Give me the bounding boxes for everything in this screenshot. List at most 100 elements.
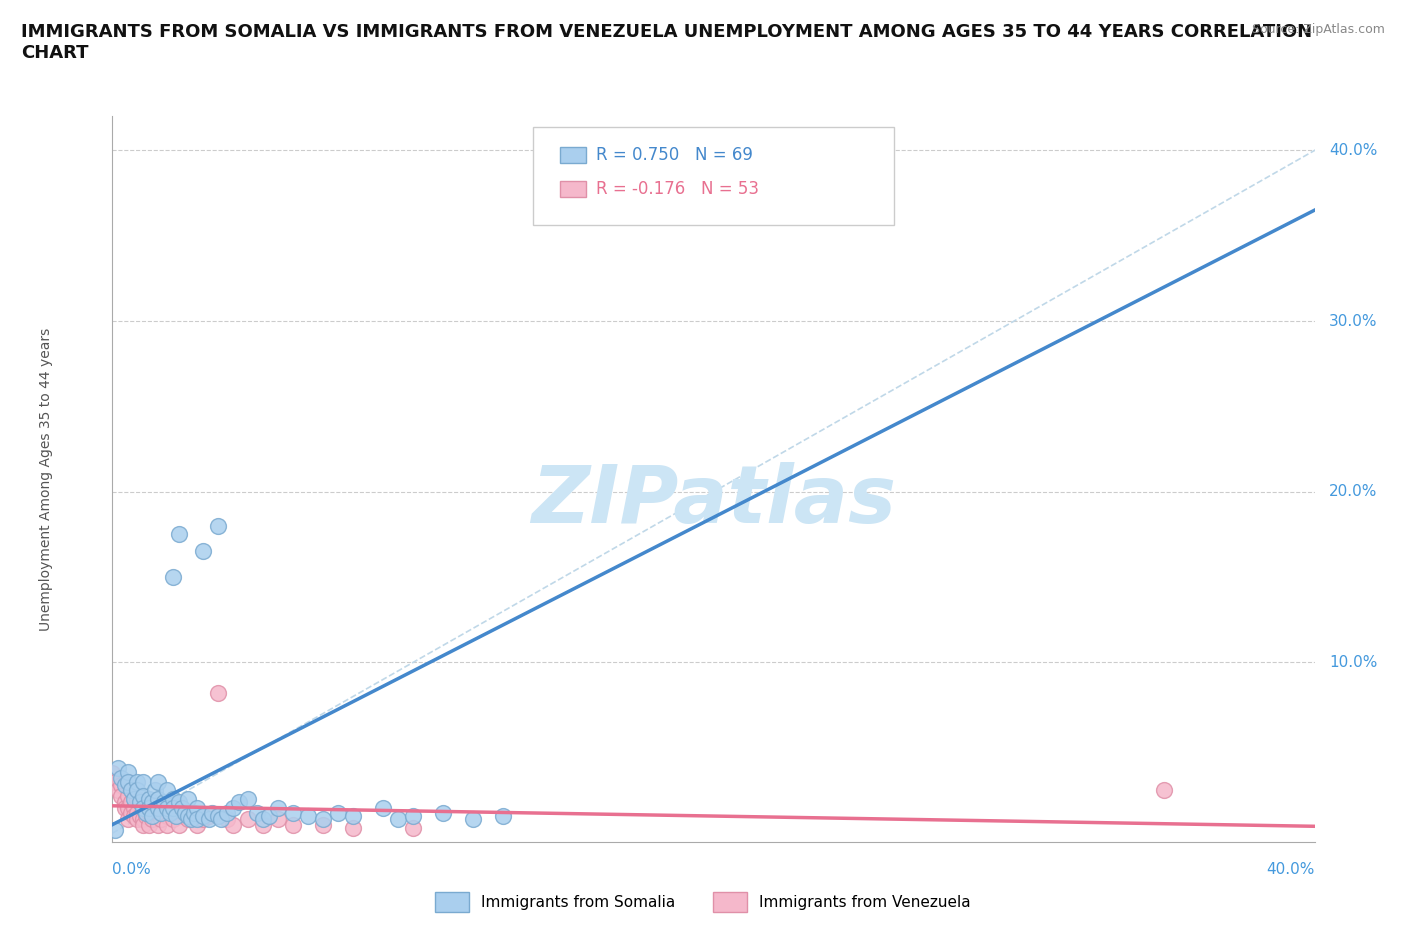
Point — [267, 800, 290, 815]
Point — [141, 808, 163, 823]
FancyBboxPatch shape — [533, 127, 894, 225]
Text: 0.0%: 0.0% — [112, 862, 152, 877]
Text: 30.0%: 30.0% — [1329, 313, 1378, 328]
Point — [176, 791, 198, 806]
Point — [173, 805, 195, 820]
Point — [162, 812, 184, 827]
Point — [162, 800, 184, 815]
Point — [371, 800, 394, 815]
Point — [762, 194, 785, 209]
Point — [387, 812, 409, 827]
Point — [146, 775, 169, 790]
Point — [131, 800, 153, 815]
Text: Source: ZipAtlas.com: Source: ZipAtlas.com — [1251, 23, 1385, 36]
Point — [180, 812, 202, 827]
Point — [207, 808, 229, 823]
Point — [191, 808, 214, 823]
Point — [138, 817, 160, 832]
Point — [228, 795, 250, 810]
Text: IMMIGRANTS FROM SOMALIA VS IMMIGRANTS FROM VENEZUELA UNEMPLOYMENT AMONG AGES 35 : IMMIGRANTS FROM SOMALIA VS IMMIGRANTS FR… — [21, 23, 1312, 62]
Point — [135, 808, 157, 823]
Point — [267, 812, 290, 827]
Point — [176, 812, 198, 827]
Point — [191, 812, 214, 827]
Point — [117, 764, 139, 779]
Point — [162, 570, 184, 585]
Point — [197, 812, 219, 827]
Point — [252, 812, 274, 827]
Point — [114, 777, 136, 792]
Point — [125, 805, 148, 820]
Point — [191, 544, 214, 559]
FancyBboxPatch shape — [560, 147, 586, 163]
Point — [207, 685, 229, 700]
Point — [432, 805, 454, 820]
Point — [167, 795, 190, 810]
Point — [138, 805, 160, 820]
Point — [146, 805, 169, 820]
Point — [155, 783, 177, 798]
Point — [117, 812, 139, 827]
Point — [281, 805, 304, 820]
Point — [125, 783, 148, 798]
FancyBboxPatch shape — [560, 180, 586, 197]
Text: ZIPatlas: ZIPatlas — [531, 461, 896, 539]
Point — [207, 518, 229, 533]
Point — [246, 805, 269, 820]
Point — [201, 805, 224, 820]
Point — [138, 800, 160, 815]
Point — [162, 791, 184, 806]
Text: 40.0%: 40.0% — [1267, 862, 1315, 877]
Point — [122, 791, 145, 806]
Point — [143, 808, 166, 823]
Point — [222, 800, 245, 815]
Point — [122, 808, 145, 823]
Point — [326, 805, 349, 820]
Text: 10.0%: 10.0% — [1329, 655, 1378, 670]
Point — [312, 812, 335, 827]
Point — [402, 808, 425, 823]
Point — [186, 808, 208, 823]
Point — [155, 817, 177, 832]
Point — [120, 795, 142, 810]
Point — [297, 808, 319, 823]
Point — [209, 812, 232, 827]
Point — [120, 805, 142, 820]
Point — [281, 817, 304, 832]
Point — [117, 800, 139, 815]
Point — [176, 805, 198, 820]
Point — [107, 783, 129, 798]
Point — [186, 800, 208, 815]
Point — [135, 805, 157, 820]
Legend: Immigrants from Somalia, Immigrants from Venezuela: Immigrants from Somalia, Immigrants from… — [429, 886, 977, 918]
Point — [104, 775, 127, 790]
Text: 20.0%: 20.0% — [1329, 485, 1378, 499]
Point — [149, 805, 172, 820]
Point — [146, 791, 169, 806]
Point — [138, 791, 160, 806]
Point — [131, 788, 153, 803]
Point — [159, 805, 181, 820]
Point — [176, 808, 198, 823]
Point — [128, 795, 150, 810]
Text: 40.0%: 40.0% — [1329, 143, 1378, 158]
Text: R = 0.750   N = 69: R = 0.750 N = 69 — [596, 146, 752, 164]
Point — [1153, 783, 1175, 798]
Point — [146, 800, 169, 815]
Point — [155, 800, 177, 815]
Point — [117, 788, 139, 803]
Point — [141, 795, 163, 810]
Point — [236, 791, 259, 806]
Point — [167, 817, 190, 832]
Point — [141, 812, 163, 827]
Point — [104, 822, 127, 837]
Text: R = -0.176   N = 53: R = -0.176 N = 53 — [596, 179, 759, 198]
Point — [114, 795, 136, 810]
Point — [114, 800, 136, 815]
Point — [131, 775, 153, 790]
Point — [125, 812, 148, 827]
Point — [215, 812, 238, 827]
Point — [131, 812, 153, 827]
Point — [342, 820, 364, 835]
Point — [186, 817, 208, 832]
